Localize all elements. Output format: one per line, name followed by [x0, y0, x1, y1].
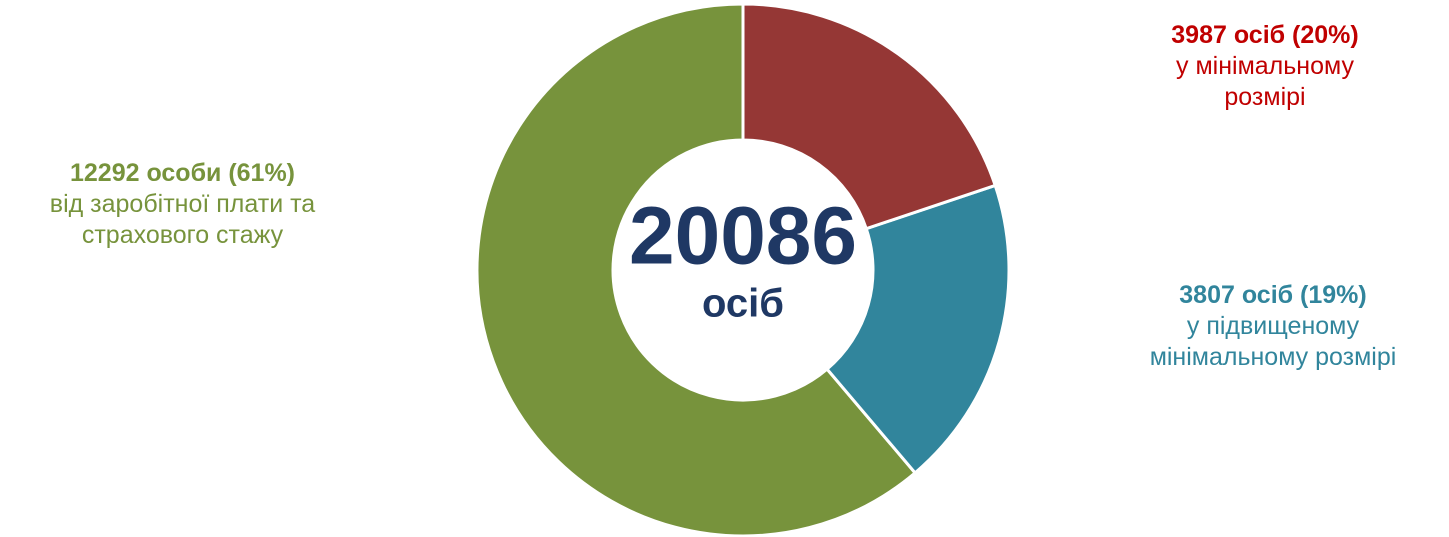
total: 20086 [629, 191, 857, 282]
value-label: 12292 особи (61%) [69, 159, 296, 187]
donut-slice [741, 2, 998, 231]
category-label: у мінімальному розмірі [1176, 52, 1354, 111]
donut-slice [475, 2, 918, 537]
value-label: 3987 осіб (20%) [1171, 21, 1359, 49]
category-label: від заробітної плати та страхового стажу [49, 190, 316, 249]
slice-label: 3987 осіб (20%) у мінімальному розмірі [1135, 20, 1395, 113]
category-label: у підвищеному мінімальному розмірі [1149, 312, 1397, 371]
slice-label: 3807 осіб (19%) у підвищеному мінімальном… [1118, 280, 1428, 373]
total-label: осіб [702, 282, 784, 326]
donut-slice [824, 183, 1011, 475]
value-label: 3807 осіб (19%) [1179, 281, 1367, 309]
slice-label: 12292 особи (61%) від заробітної плати та… [10, 158, 355, 251]
